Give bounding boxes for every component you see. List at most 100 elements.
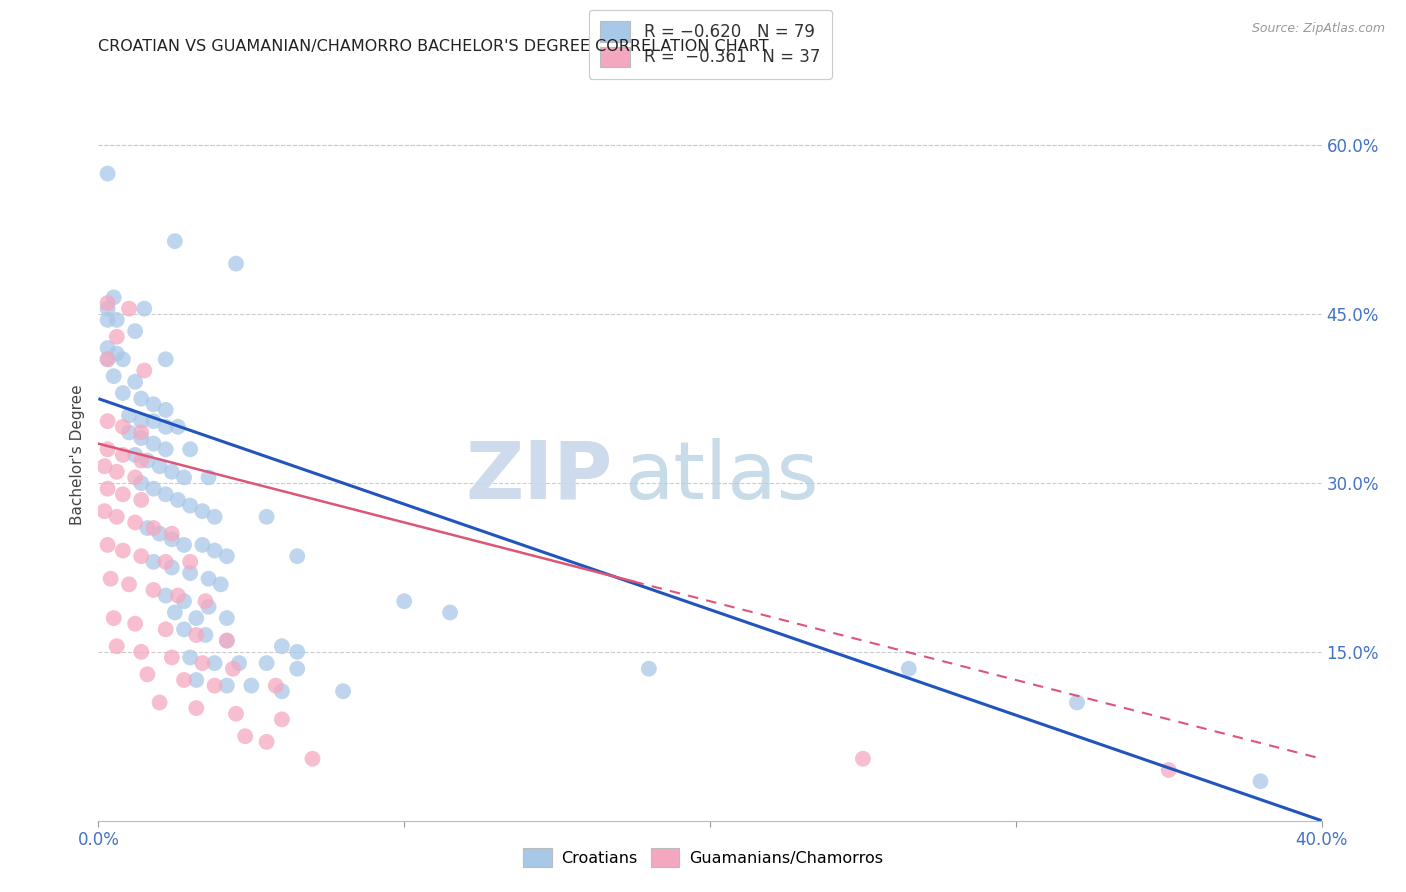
Point [204, 656, 226, 670]
Point [155, 419, 177, 434]
Point [179, 566, 201, 580]
Point [233, 729, 256, 743]
Point [301, 752, 323, 766]
Point [93, 459, 115, 474]
Point [129, 476, 152, 491]
Point [136, 453, 159, 467]
Point [285, 662, 308, 676]
Point [142, 582, 165, 597]
Point [155, 555, 177, 569]
Point [191, 538, 214, 552]
Point [97, 442, 120, 457]
Point [167, 419, 190, 434]
Point [155, 403, 177, 417]
Point [105, 639, 128, 653]
Point [129, 549, 152, 564]
Point [155, 442, 177, 457]
Point [392, 594, 416, 608]
Point [118, 425, 141, 440]
Point [285, 549, 308, 564]
Point [129, 453, 152, 467]
Point [204, 679, 226, 693]
Point [134, 301, 156, 316]
Point [852, 752, 875, 766]
Point [111, 419, 134, 434]
Point [103, 369, 125, 384]
Point [111, 352, 134, 367]
Point [111, 487, 134, 501]
Point [215, 611, 238, 625]
Point [149, 459, 172, 474]
Point [97, 301, 120, 316]
Y-axis label: Bachelor's Degree: Bachelor's Degree [70, 384, 86, 525]
Point [1066, 696, 1088, 710]
Point [136, 521, 159, 535]
Point [97, 341, 120, 355]
Point [215, 633, 238, 648]
Point [129, 392, 152, 406]
Point [160, 526, 183, 541]
Point [285, 645, 308, 659]
Point [270, 684, 292, 698]
Point [142, 397, 165, 411]
Point [129, 425, 152, 440]
Point [256, 509, 278, 524]
Point [897, 662, 920, 676]
Point [194, 628, 217, 642]
Point [111, 386, 134, 401]
Point [204, 509, 226, 524]
Legend: R = −0.620   N = 79, R =  −0.361   N = 37: R = −0.620 N = 79, R = −0.361 N = 37 [589, 10, 831, 78]
Point [155, 589, 177, 603]
Point [129, 492, 152, 507]
Point [204, 543, 226, 558]
Point [270, 639, 292, 653]
Point [439, 606, 461, 620]
Point [124, 516, 146, 530]
Point [142, 436, 165, 450]
Text: ZIP: ZIP [465, 438, 612, 516]
Point [97, 352, 120, 367]
Point [225, 706, 247, 721]
Point [160, 650, 183, 665]
Point [222, 662, 245, 676]
Point [97, 167, 120, 181]
Point [197, 470, 219, 484]
Point [129, 431, 152, 445]
Point [124, 616, 146, 631]
Point [186, 673, 208, 687]
Point [118, 409, 141, 423]
Point [124, 448, 146, 462]
Point [163, 234, 186, 248]
Point [256, 656, 278, 670]
Point [111, 448, 134, 462]
Point [129, 414, 152, 428]
Legend: Croatians, Guamanians/Chamorros: Croatians, Guamanians/Chamorros [515, 839, 891, 875]
Point [186, 701, 208, 715]
Point [240, 679, 263, 693]
Point [160, 533, 183, 547]
Point [225, 257, 247, 271]
Point [1249, 774, 1271, 789]
Point [167, 492, 190, 507]
Point [637, 662, 661, 676]
Point [194, 594, 217, 608]
Point [142, 482, 165, 496]
Point [124, 375, 146, 389]
Point [129, 645, 152, 659]
Point [105, 346, 128, 360]
Point [124, 470, 146, 484]
Point [105, 313, 128, 327]
Point [209, 577, 232, 591]
Point [197, 572, 219, 586]
Point [1157, 763, 1180, 777]
Text: Source: ZipAtlas.com: Source: ZipAtlas.com [1251, 22, 1385, 36]
Point [160, 560, 183, 574]
Point [173, 623, 195, 637]
Point [173, 673, 195, 687]
Point [155, 487, 177, 501]
Point [179, 442, 201, 457]
Point [163, 606, 186, 620]
Point [142, 521, 165, 535]
Point [191, 656, 214, 670]
Point [179, 499, 201, 513]
